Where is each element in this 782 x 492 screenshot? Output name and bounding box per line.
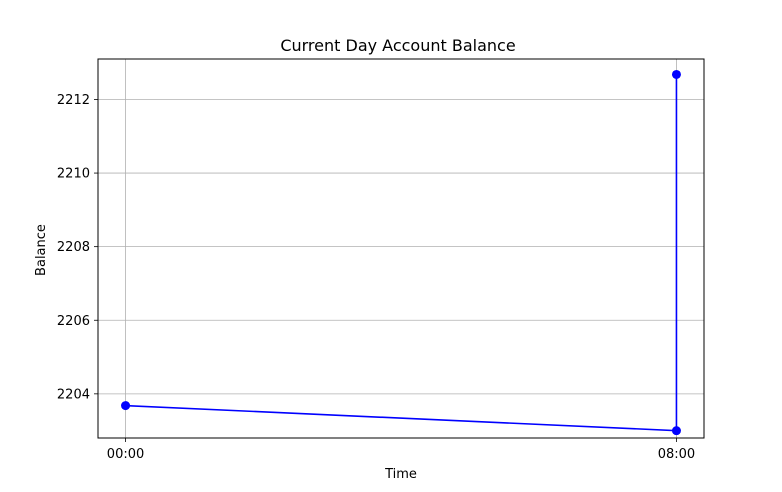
x-tick-label: 00:00 [107,447,144,462]
y-tick-label: 2208 [57,240,90,255]
chart-title: Current Day Account Balance [280,36,515,55]
tick-layer: 00:00 08:00 2204 2206 2208 2210 2212 [57,93,695,462]
x-axis-label: Time [384,467,417,482]
plot-frame [97,58,705,439]
data-point [671,69,681,79]
y-tick-label: 2206 [57,314,90,329]
y-tick-label: 2212 [57,93,90,108]
plot-area [98,59,704,438]
y-axis-label: Balance [34,224,49,276]
series-layer [121,69,681,436]
x-tick-label: 08:00 [658,447,695,462]
y-tick-label: 2204 [57,387,90,402]
data-point [121,401,131,411]
y-tick-label: 2210 [57,167,90,182]
data-point [671,426,681,436]
